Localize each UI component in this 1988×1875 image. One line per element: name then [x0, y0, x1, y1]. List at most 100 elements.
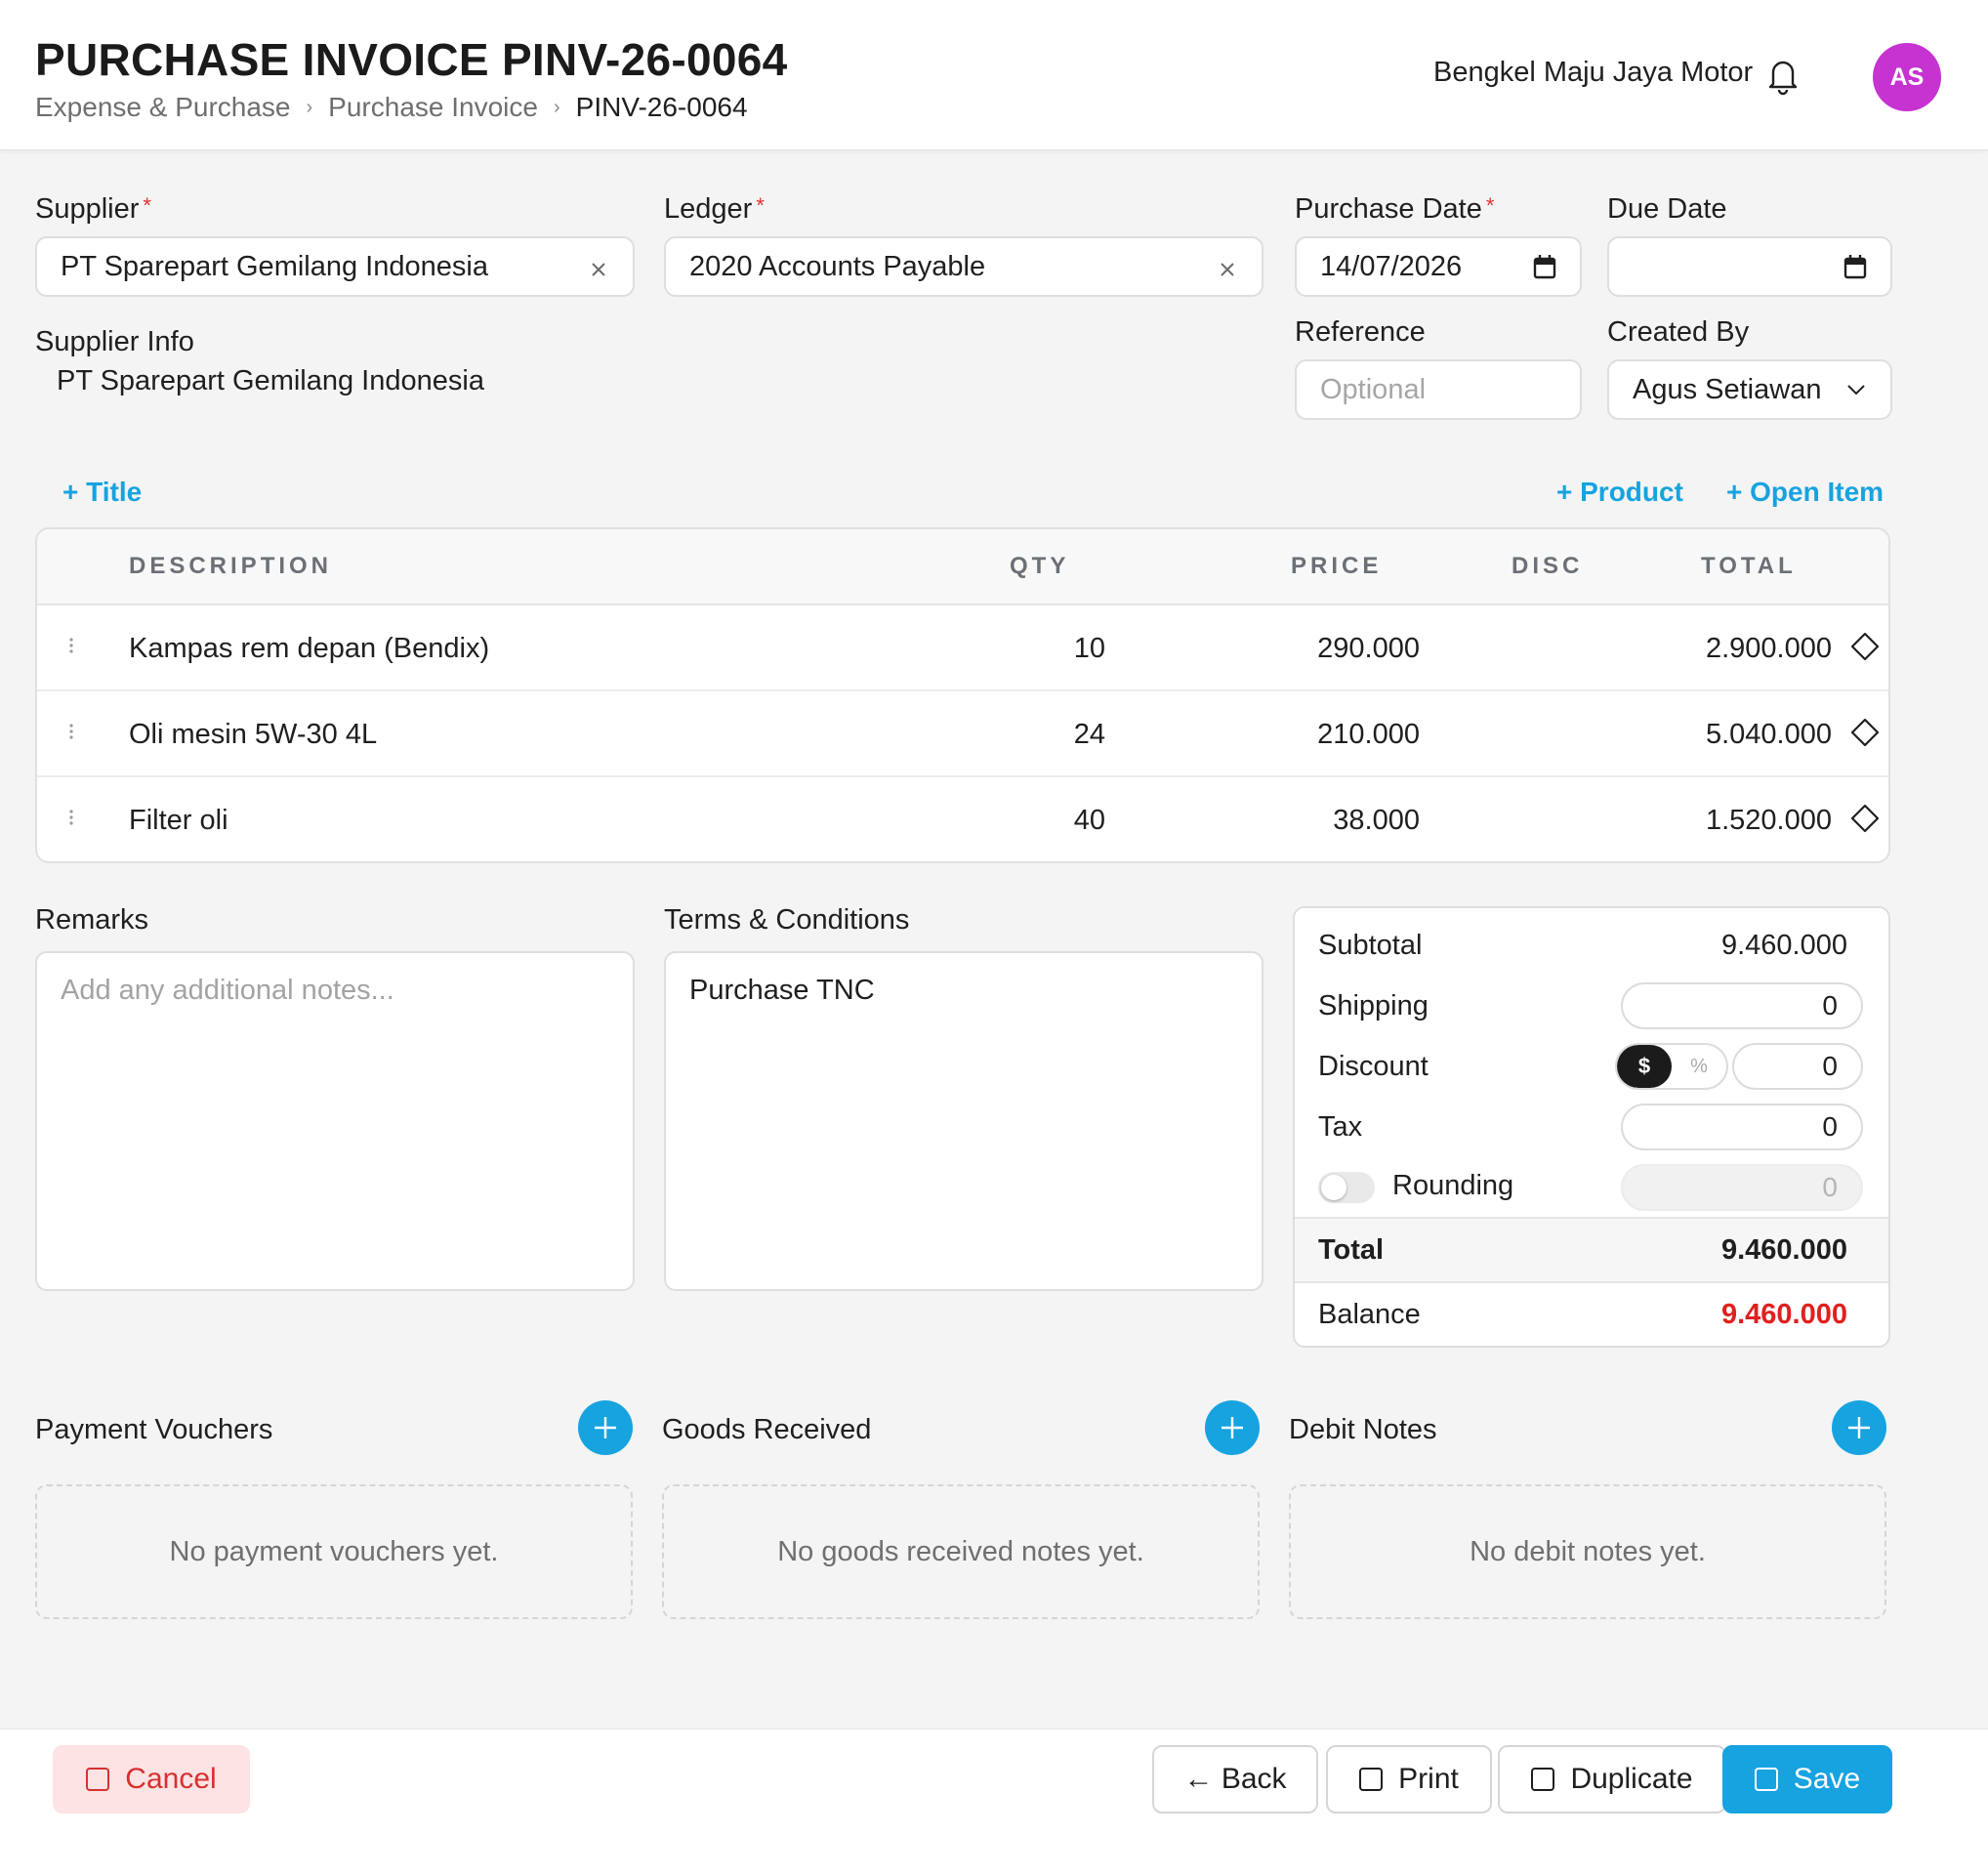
breadcrumb-separator-icon: › [306, 96, 313, 118]
items-table: DESCRIPTION QTY PRICE DISC TOTAL Kampas … [35, 527, 1890, 863]
diamond-icon[interactable] [1849, 631, 1881, 662]
remarks-textarea[interactable]: Add any additional notes... [35, 951, 635, 1291]
purchase-date-field[interactable]: 14/07/2026 [1295, 236, 1582, 297]
diamond-icon[interactable] [1849, 717, 1881, 748]
supplier-info-value: PT Sparepart Gemilang Indonesia [57, 365, 484, 396]
shipping-label: Shipping [1318, 990, 1429, 1021]
toggle-knob [1321, 1175, 1346, 1200]
add-debit-note-button[interactable] [1832, 1400, 1886, 1455]
row-description: Filter oli [129, 805, 228, 836]
terms-label: Terms & Conditions [664, 904, 910, 936]
row-total: 2.900.000 [1705, 633, 1832, 664]
row-description: Oli mesin 5W-30 4L [129, 719, 378, 750]
debit-notes-empty: No debit notes yet. [1289, 1484, 1886, 1619]
created-by-select[interactable]: Agus Setiawan [1607, 359, 1892, 420]
back-button[interactable]: ← Back [1152, 1745, 1318, 1813]
table-row[interactable]: Oli mesin 5W-30 4L 24 210.000 5.040.000 [37, 691, 1888, 777]
supplier-label: Supplier * [35, 193, 151, 225]
subtotal-label: Subtotal [1318, 930, 1423, 961]
created-by-label: Created By [1607, 316, 1750, 348]
discount-input[interactable]: 0 [1732, 1043, 1863, 1090]
diamond-icon[interactable] [1849, 803, 1881, 834]
discount-mode-toggle[interactable]: $ % [1615, 1043, 1728, 1090]
breadcrumb-item-expense[interactable]: Expense & Purchase [35, 92, 291, 122]
purchase-date-label: Purchase Date * [1295, 193, 1495, 225]
tax-input[interactable]: 0 [1621, 1104, 1863, 1150]
discount-percent-option[interactable]: % [1690, 1055, 1708, 1077]
table-header: DESCRIPTION QTY PRICE DISC TOTAL [37, 529, 1888, 605]
clear-icon[interactable] [1217, 256, 1238, 277]
cancel-button[interactable]: Cancel [53, 1745, 250, 1813]
breadcrumb: Expense & Purchase › Purchase Invoice › … [35, 92, 748, 123]
column-qty: QTY [1010, 553, 1070, 579]
save-button[interactable]: Save [1722, 1745, 1892, 1813]
shipping-input[interactable]: 0 [1621, 982, 1863, 1029]
goods-received-empty: No goods received notes yet. [662, 1484, 1260, 1619]
summary-panel: Subtotal 9.460.000 Shipping 0 Discount $… [1293, 906, 1890, 1348]
table-row[interactable]: Kampas rem depan (Bendix) 10 290.000 2.9… [37, 605, 1888, 691]
bell-icon[interactable] [1767, 57, 1799, 96]
row-qty: 24 [1073, 719, 1105, 750]
square-icon [1531, 1768, 1555, 1791]
duplicate-button[interactable]: Duplicate [1498, 1745, 1726, 1813]
row-total: 1.520.000 [1705, 805, 1832, 836]
tax-label: Tax [1318, 1111, 1363, 1143]
terms-value: Purchase TNC [689, 975, 875, 1006]
footer-bar: Cancel ← Back Print Duplicate Save [0, 1729, 1988, 1875]
total-value: 9.460.000 [1720, 1234, 1847, 1266]
row-price: 290.000 [1317, 633, 1420, 664]
square-icon [1754, 1768, 1778, 1791]
due-date-field[interactable] [1607, 236, 1892, 297]
square-icon [86, 1768, 110, 1791]
table-row[interactable]: Filter oli 40 38.000 1.520.000 [37, 777, 1888, 861]
drag-handle-icon[interactable] [66, 721, 76, 744]
back-label: ← Back [1183, 1763, 1287, 1795]
breadcrumb-item-invoice[interactable]: Purchase Invoice [328, 92, 538, 122]
supplier-field[interactable]: PT Sparepart Gemilang Indonesia [35, 236, 635, 297]
reference-input[interactable]: Optional [1295, 359, 1582, 420]
balance-label: Balance [1318, 1299, 1421, 1330]
drag-handle-icon[interactable] [66, 635, 76, 658]
avatar[interactable]: AS [1873, 43, 1941, 111]
row-qty: 40 [1073, 805, 1105, 836]
print-button[interactable]: Print [1326, 1745, 1492, 1813]
payment-vouchers-title: Payment Vouchers [35, 1414, 273, 1445]
company-name[interactable]: Bengkel Maju Jaya Motor [1433, 57, 1754, 88]
clear-icon[interactable] [588, 256, 609, 277]
add-product-button[interactable]: + Product [1556, 477, 1683, 507]
remarks-placeholder: Add any additional notes... [61, 975, 394, 1006]
plus-icon [1222, 1417, 1243, 1438]
due-date-label: Due Date [1607, 193, 1727, 225]
ledger-label: Ledger * [664, 193, 765, 225]
add-open-item-button[interactable]: + Open Item [1726, 477, 1884, 507]
debit-notes-title: Debit Notes [1289, 1414, 1437, 1445]
purchase-date-value: 14/07/2026 [1320, 250, 1463, 282]
plus-icon [1848, 1417, 1870, 1438]
drag-handle-icon[interactable] [66, 807, 76, 830]
row-qty: 10 [1073, 633, 1105, 664]
breadcrumb-separator-icon: › [553, 96, 560, 118]
add-title-button[interactable]: + Title [62, 477, 143, 507]
cancel-label: Cancel [125, 1763, 217, 1795]
rounding-toggle[interactable] [1318, 1172, 1375, 1203]
add-goods-received-button[interactable] [1205, 1400, 1260, 1455]
ledger-field[interactable]: 2020 Accounts Payable [664, 236, 1263, 297]
rounding-label: Rounding [1392, 1170, 1514, 1201]
terms-textarea[interactable]: Purchase TNC [664, 951, 1263, 1291]
remarks-label: Remarks [35, 904, 149, 936]
subtotal-value: 9.460.000 [1720, 930, 1847, 961]
chevron-down-icon [1843, 377, 1869, 402]
column-total: TOTAL [1701, 553, 1797, 579]
row-price: 38.000 [1333, 805, 1420, 836]
payment-vouchers-empty: No payment vouchers yet. [35, 1484, 633, 1619]
calendar-icon[interactable] [1842, 252, 1869, 281]
discount-label: Discount [1318, 1051, 1429, 1082]
column-description: DESCRIPTION [129, 553, 333, 579]
discount-fixed-option[interactable]: $ [1617, 1045, 1672, 1088]
total-label: Total [1318, 1234, 1385, 1266]
goods-received-title: Goods Received [662, 1414, 872, 1445]
ledger-value: 2020 Accounts Payable [689, 250, 986, 282]
page-title: PURCHASE INVOICE PINV-26-0064 [35, 34, 788, 85]
calendar-icon[interactable] [1531, 252, 1558, 281]
add-payment-voucher-button[interactable] [578, 1400, 633, 1455]
